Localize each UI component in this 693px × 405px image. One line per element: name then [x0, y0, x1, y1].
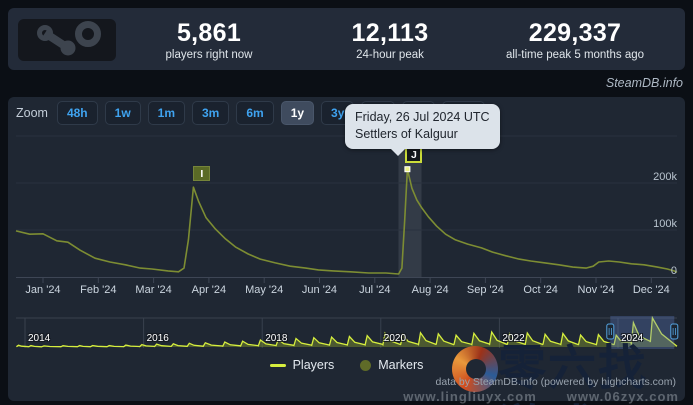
x-axis-label: Nov '24 [577, 284, 615, 296]
x-axis-label: Jan '24 [25, 284, 61, 296]
navigator-year-label: 2014 [28, 333, 51, 344]
zoom-button-1m[interactable]: 1m [147, 101, 185, 125]
stat-24h-peak: 12,113 24-hour peak [352, 20, 429, 61]
legend-markers-label: Markers [378, 358, 424, 372]
zoom-button-1w[interactable]: 1w [104, 101, 141, 125]
legend-item-markers[interactable]: Markers [360, 358, 423, 372]
y-axis-label: 0 [670, 264, 677, 277]
chart-legend: Players Markers [0, 358, 693, 372]
marker-flag-j[interactable]: J [405, 147, 423, 164]
x-axis-label: Oct '24 [523, 284, 558, 296]
navigator-year-label: 2016 [146, 333, 169, 344]
players-now-label: players right now [165, 49, 253, 61]
zoom-button-1y[interactable]: 1y [280, 101, 315, 125]
watermark-url-2: www.06zyx.com [566, 389, 679, 404]
x-axis-label: Sep '24 [466, 284, 504, 296]
tooltip-league-name: Settlers of Kalguur [355, 127, 458, 141]
x-axis-label: Dec '24 [632, 284, 670, 296]
tooltip-date: Friday, 26 Jul 2024 UTC [355, 110, 490, 124]
zoom-button-48h[interactable]: 48h [56, 101, 98, 125]
watermark-urls: www.lingliuyx.com www.06zyx.com [403, 389, 679, 404]
watermark-swirl-logo-icon [452, 346, 498, 392]
y-axis-label: 100k [653, 217, 677, 230]
x-axis-label: Mar '24 [135, 284, 172, 296]
marker-flag-i[interactable]: I [193, 166, 211, 182]
legend-item-players[interactable]: Players [269, 358, 335, 372]
watermark-logo-hole [466, 359, 486, 379]
x-axis-label: Apr '24 [191, 284, 227, 296]
chart-credit-text: data by SteamDB.info (powered by highcha… [435, 376, 676, 388]
peak-24h-value: 12,113 [351, 19, 429, 47]
y-axis-label: 200k [653, 170, 677, 183]
x-axis-label: Jun '24 [301, 284, 338, 296]
markers-dot-swatch-icon [360, 359, 372, 371]
steam-logo-box [18, 19, 116, 61]
peak-24h-label: 24-hour peak [356, 49, 424, 61]
navigator-year-label: 2020 [383, 333, 407, 344]
legend-players-label: Players [292, 358, 335, 372]
players-now-value: 5,861 [176, 19, 242, 47]
stat-alltime-peak: 229,337 all-time peak 5 months ago [506, 20, 644, 61]
players-line-swatch-icon [269, 363, 286, 367]
steam-logo-icon [37, 21, 101, 56]
watermark-url-1: www.lingliuyx.com [403, 389, 537, 404]
navigator-year-label: 2018 [265, 333, 288, 344]
alltime-peak-label: all-time peak 5 months ago [505, 49, 645, 61]
alltime-peak-value: 229,337 [528, 19, 622, 47]
x-axis-label: Jul '24 [359, 284, 391, 296]
zoom-label: Zoom [16, 106, 48, 120]
x-axis-label: Aug '24 [411, 284, 449, 296]
zoom-button-6m[interactable]: 6m [236, 101, 274, 125]
x-axis-label: Feb '24 [80, 284, 117, 296]
stats-header-card: 5,861 players right now 12,113 24-hour p… [8, 8, 685, 70]
chart-tooltip: Friday, 26 Jul 2024 UTC Settlers of Kalg… [345, 104, 500, 156]
zoom-button-3m[interactable]: 3m [192, 101, 230, 125]
watermark-cjk-text: 零六找游戏 [498, 340, 649, 405]
x-axis-label: May '24 [245, 284, 284, 296]
steamdb-brand-link[interactable]: SteamDB.info [605, 76, 683, 90]
stat-players-now: 5,861 players right now [166, 20, 253, 61]
